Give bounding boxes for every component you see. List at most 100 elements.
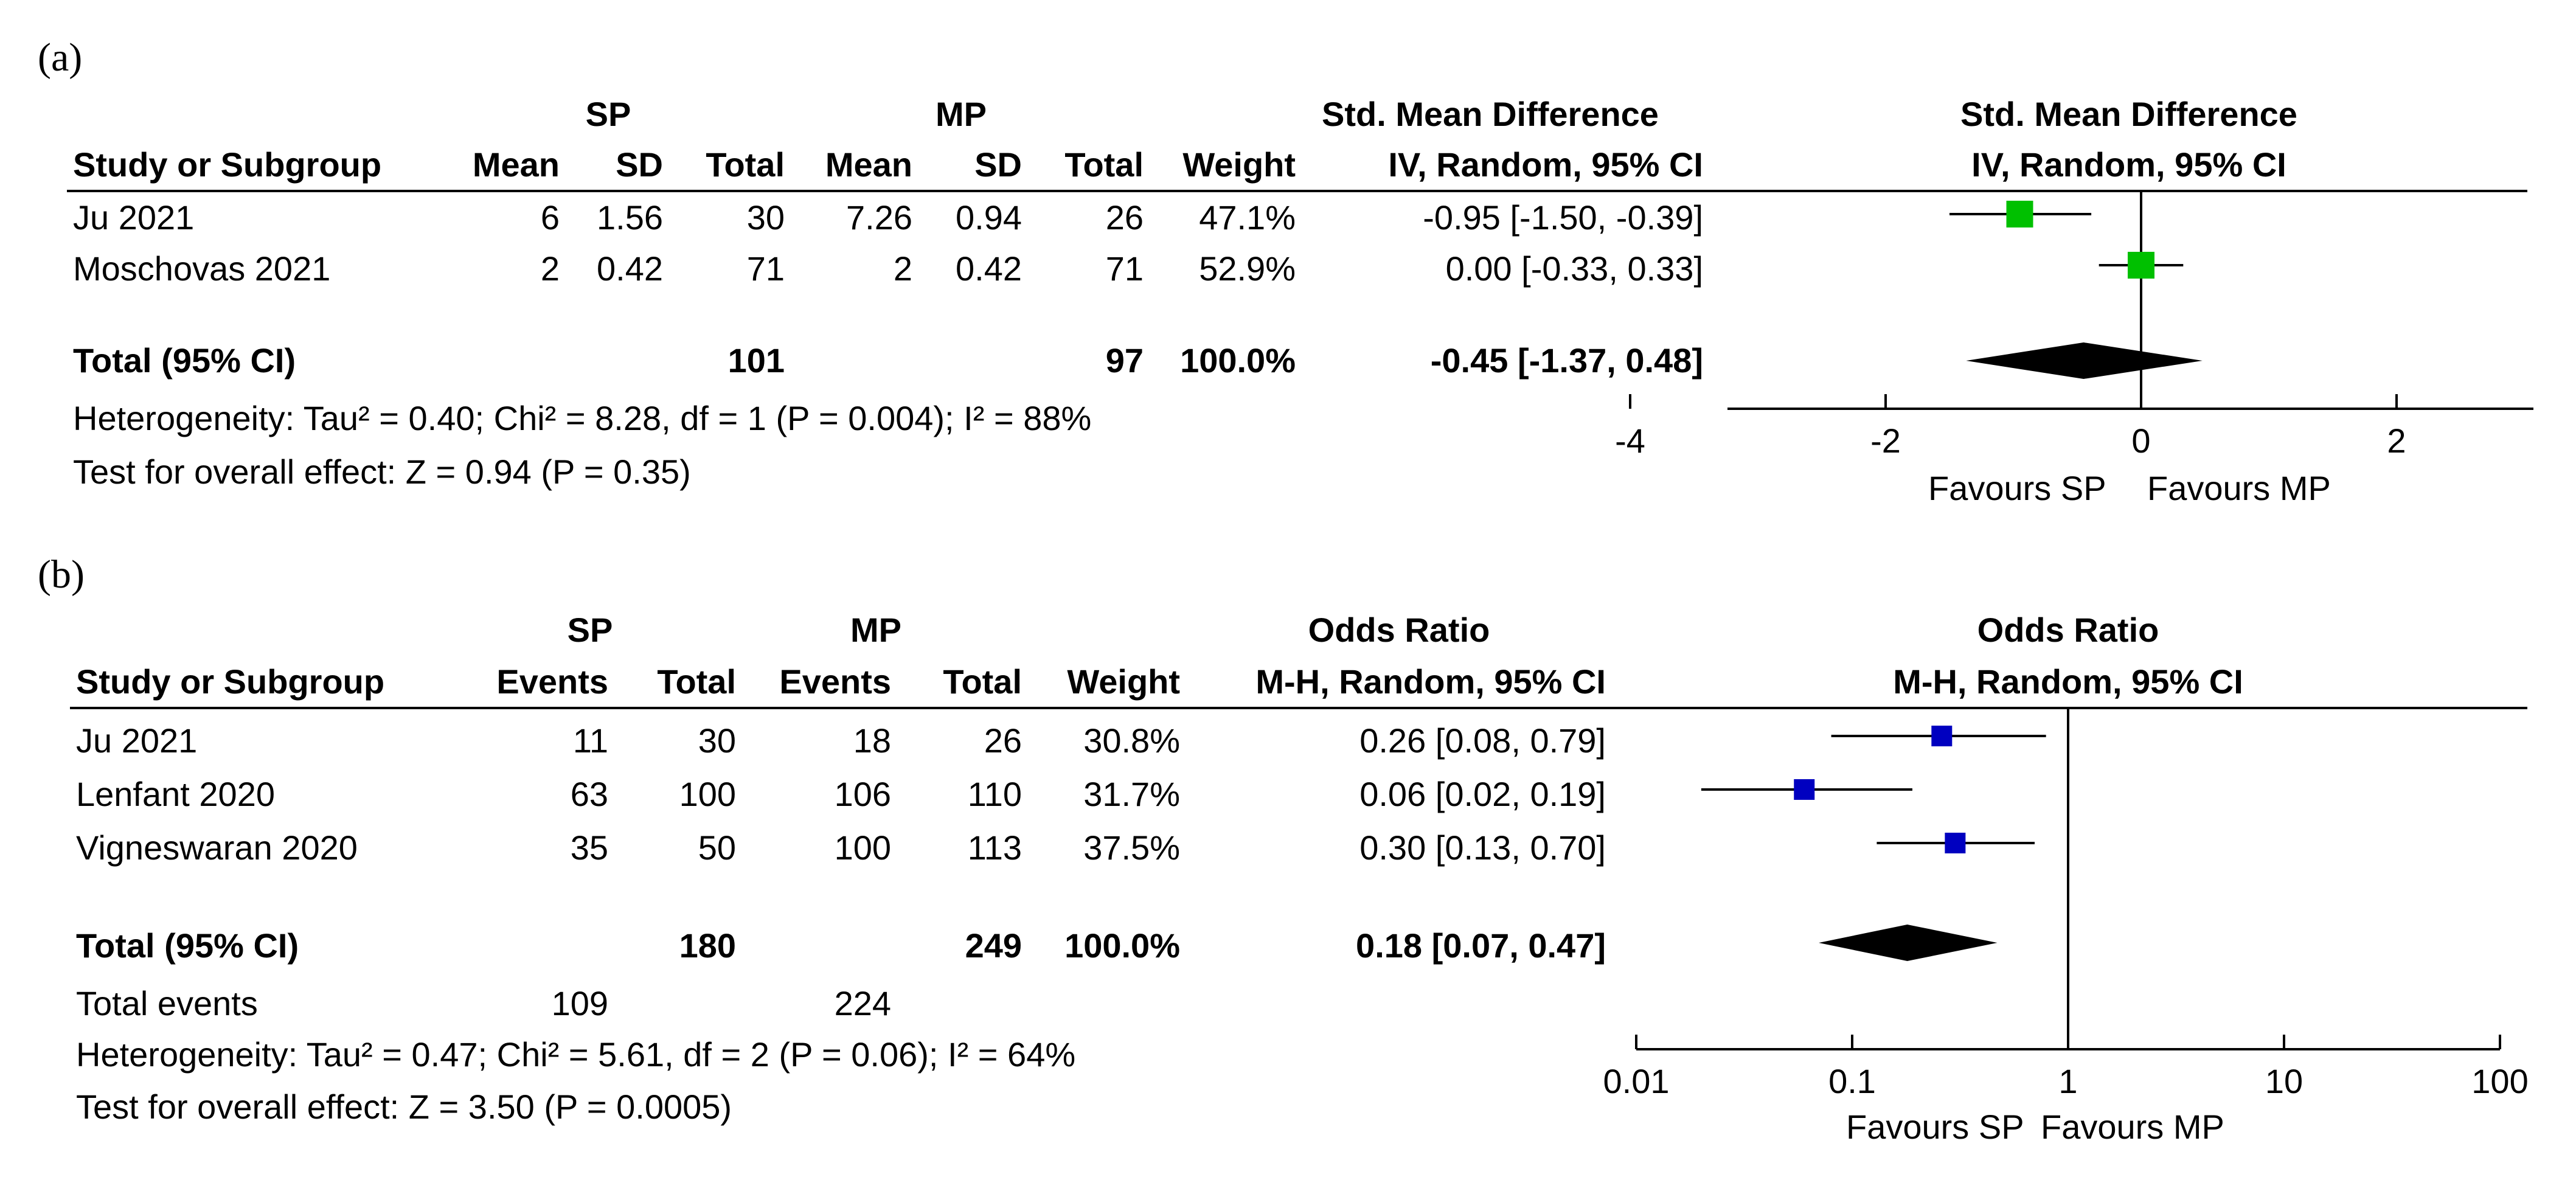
col-weight: Weight xyxy=(1182,145,1296,184)
effect-ci: 0.00 [-0.33, 0.33] xyxy=(1445,249,1703,288)
total-ci: -0.45 [-1.37, 0.48] xyxy=(1430,341,1703,380)
events-1: 35 xyxy=(570,828,608,867)
group2-header: MP xyxy=(936,95,987,133)
header-rule xyxy=(67,190,2527,192)
total-ci: 0.18 [0.07, 0.47] xyxy=(1356,926,1606,965)
col-sd-1: SD xyxy=(616,145,663,184)
favours-left: Favours SP xyxy=(1846,1108,2024,1146)
group1-header: SP xyxy=(567,611,613,649)
plot-method: M-H, Random, 95% CI xyxy=(1893,662,2243,701)
col-study: Study or Subgroup xyxy=(76,662,385,701)
tick-label: 2 xyxy=(2387,422,2406,460)
mean-1: 2 xyxy=(540,249,560,288)
weight: 37.5% xyxy=(1083,828,1180,867)
effect-header: Std. Mean Difference xyxy=(1322,95,1659,133)
col-total-2: Total xyxy=(943,662,1022,701)
col-sd-2: SD xyxy=(974,145,1022,184)
tick-label: 0 xyxy=(2131,422,2150,460)
total-1: 50 xyxy=(698,828,736,867)
mean-1: 6 xyxy=(540,198,560,237)
events-1: 63 xyxy=(570,775,608,813)
point-estimate xyxy=(1931,726,1953,746)
effect-ci: 0.06 [0.02, 0.19] xyxy=(1359,775,1606,813)
events-total-1: 109 xyxy=(551,984,608,1022)
col-study: Study or Subgroup xyxy=(73,145,382,184)
events-label: Total events xyxy=(76,984,258,1022)
total-n2: 249 xyxy=(965,926,1022,965)
mean-2: 2 xyxy=(893,249,912,288)
tick-label: 10 xyxy=(2265,1062,2303,1100)
sd-2: 0.42 xyxy=(956,249,1022,288)
pooled-diamond xyxy=(1819,925,1998,961)
col-weight: Weight xyxy=(1067,662,1180,701)
events-2: 100 xyxy=(834,828,891,867)
total-2: 71 xyxy=(1105,249,1144,288)
sd-2: 0.94 xyxy=(956,198,1022,237)
weight: 31.7% xyxy=(1083,775,1180,813)
col-events-1: Events xyxy=(496,662,608,701)
pooled-diamond xyxy=(1966,342,2203,379)
effect-header: Odds Ratio xyxy=(1308,611,1490,649)
tick-label: 100 xyxy=(2471,1062,2528,1100)
total-1: 30 xyxy=(698,721,736,760)
col-method: IV, Random, 95% CI xyxy=(1388,145,1703,184)
weight: 30.8% xyxy=(1083,721,1180,760)
heterogeneity-text: Heterogeneity: Tau² = 0.40; Chi² = 8.28,… xyxy=(73,399,1092,437)
study-name: Moschovas 2021 xyxy=(73,249,331,288)
total-n2: 97 xyxy=(1105,341,1144,380)
effect-ci: -0.95 [-1.50, -0.39] xyxy=(1423,198,1703,237)
total-2: 113 xyxy=(967,828,1022,867)
total-n1: 180 xyxy=(679,926,736,965)
mean-2: 7.26 xyxy=(846,198,912,237)
point-estimate xyxy=(2128,252,2154,279)
study-name: Ju 2021 xyxy=(76,721,198,760)
col-total-1: Total xyxy=(706,145,785,184)
favours-right: Favours MP xyxy=(2147,469,2331,507)
events-1: 11 xyxy=(572,721,608,760)
overall-effect-text: Test for overall effect: Z = 3.50 (P = 0… xyxy=(76,1088,732,1126)
total-2: 26 xyxy=(984,721,1022,760)
total-1: 30 xyxy=(746,198,785,237)
point-estimate xyxy=(1794,779,1815,800)
tick-label: -2 xyxy=(1870,422,1901,460)
tick-label: 1 xyxy=(2058,1062,2077,1100)
total-label: Total (95% CI) xyxy=(73,341,296,380)
events-2: 106 xyxy=(834,775,891,813)
col-method: M-H, Random, 95% CI xyxy=(1255,662,1606,701)
weight: 52.9% xyxy=(1199,249,1296,288)
tick-label: 0.1 xyxy=(1828,1062,1876,1100)
tick-label: 0.01 xyxy=(1603,1062,1670,1100)
total-2: 26 xyxy=(1105,198,1144,237)
total-weight: 100.0% xyxy=(1180,341,1296,380)
effect-ci: 0.26 [0.08, 0.79] xyxy=(1359,721,1606,760)
forest-plot-a: -4-2024 xyxy=(1615,190,2533,460)
favours-right: Favours MP xyxy=(2041,1108,2224,1146)
col-total-2: Total xyxy=(1064,145,1144,184)
plot-header: Std. Mean Difference xyxy=(1960,95,2297,133)
group1-header: SP xyxy=(585,95,631,133)
events-total-2: 224 xyxy=(834,984,891,1022)
study-name: Lenfant 2020 xyxy=(76,775,275,813)
events-2: 18 xyxy=(853,721,891,760)
header-rule xyxy=(70,707,2527,709)
sd-1: 0.42 xyxy=(597,249,663,288)
total-1: 71 xyxy=(746,249,785,288)
sd-1: 1.56 xyxy=(597,198,663,237)
point-estimate xyxy=(2006,201,2033,227)
heterogeneity-text: Heterogeneity: Tau² = 0.47; Chi² = 5.61,… xyxy=(76,1035,1076,1074)
total-weight: 100.0% xyxy=(1064,926,1180,965)
plot-header: Odds Ratio xyxy=(1977,611,2159,649)
total-1: 100 xyxy=(679,775,736,813)
overall-effect-text: Test for overall effect: Z = 0.94 (P = 0… xyxy=(73,453,691,491)
plot-method: IV, Random, 95% CI xyxy=(1971,145,2286,184)
total-2: 110 xyxy=(967,775,1022,813)
favours-left: Favours SP xyxy=(1928,469,2106,507)
col-mean-1: Mean xyxy=(472,145,560,184)
total-n1: 101 xyxy=(727,341,785,380)
tick-label: -4 xyxy=(1615,422,1645,460)
col-mean-2: Mean xyxy=(825,145,912,184)
panel-label-b: (b) xyxy=(38,552,85,597)
weight: 47.1% xyxy=(1199,198,1296,237)
study-name: Vigneswaran 2020 xyxy=(76,828,358,867)
